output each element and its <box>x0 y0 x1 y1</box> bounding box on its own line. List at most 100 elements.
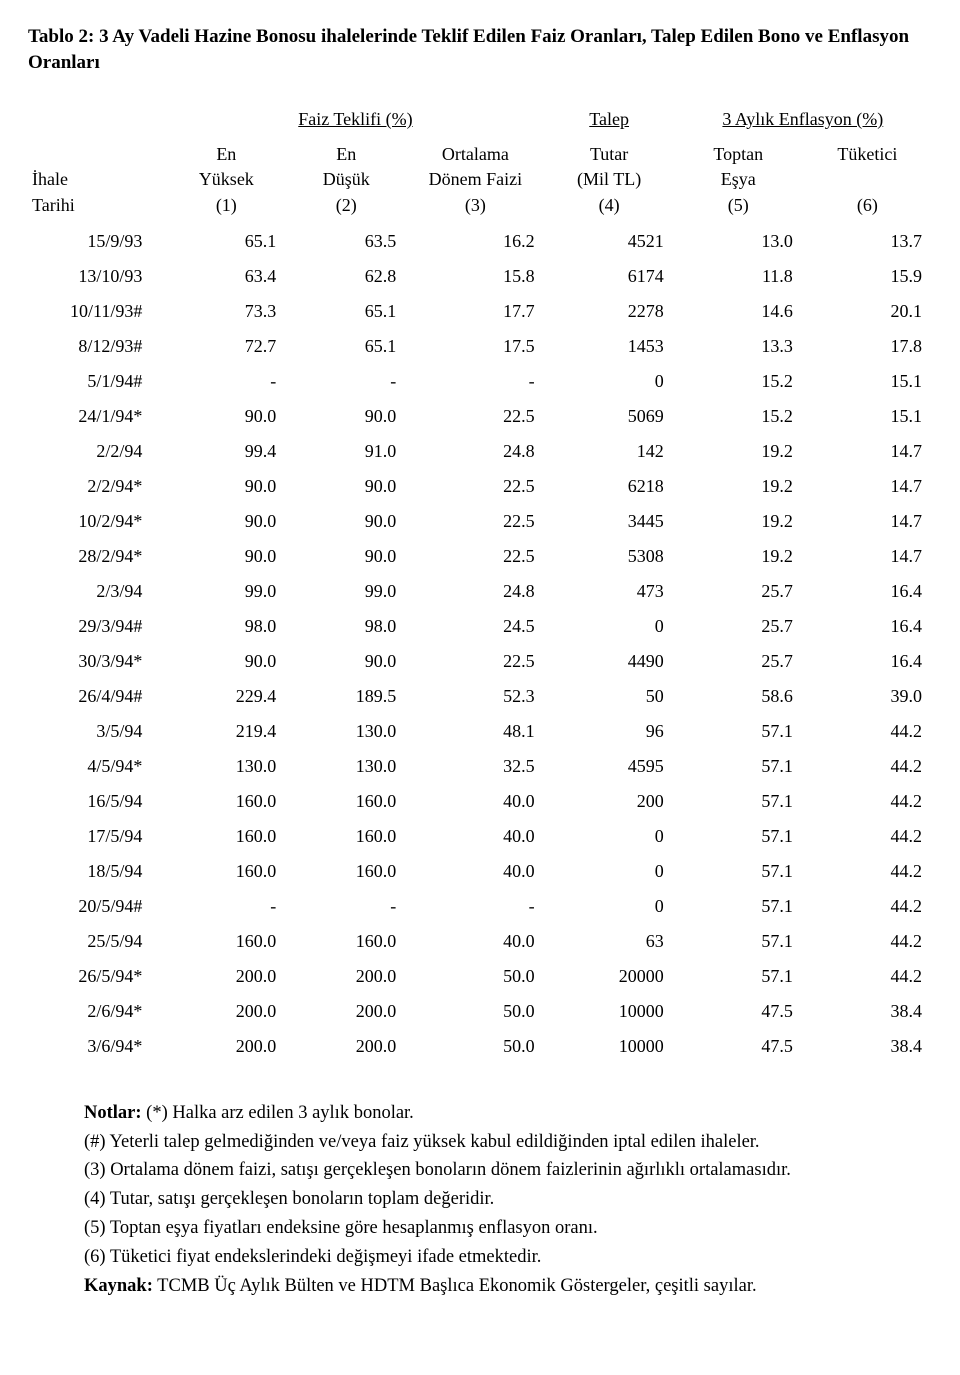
cell-high: 160.0 <box>166 784 286 819</box>
cell-amt: 0 <box>545 889 674 924</box>
cell-wpi: 14.6 <box>674 294 803 329</box>
table-row: 2/2/94*90.090.022.5621819.214.7 <box>28 469 932 504</box>
cell-cpi: 39.0 <box>803 679 932 714</box>
cell-cpi: 44.2 <box>803 749 932 784</box>
cell-avg: 17.7 <box>406 294 544 329</box>
cell-date: 30/3/94* <box>28 644 166 679</box>
cell-date: 18/5/94 <box>28 854 166 889</box>
hdr-yuksek: Yüksek <box>199 169 254 189</box>
cell-low: 160.0 <box>286 924 406 959</box>
hdr-ihale: İhale <box>32 169 68 189</box>
cell-wpi: 13.3 <box>674 329 803 364</box>
cell-amt: 50 <box>545 679 674 714</box>
cell-avg: 48.1 <box>406 714 544 749</box>
table-row: 2/3/9499.099.024.847325.716.4 <box>28 574 932 609</box>
cell-amt: 4490 <box>545 644 674 679</box>
hdr-miltl: (Mil TL) <box>577 169 641 189</box>
note-4: (4) Tutar, satışı gerçekleşen bonoların … <box>84 1186 932 1213</box>
cell-low: 90.0 <box>286 539 406 574</box>
cell-avg: 15.8 <box>406 259 544 294</box>
cell-date: 25/5/94 <box>28 924 166 959</box>
cell-low: 189.5 <box>286 679 406 714</box>
cell-cpi: 44.2 <box>803 784 932 819</box>
table-row: 17/5/94160.0160.040.0057.144.2 <box>28 819 932 854</box>
group-header-talep: Talep <box>589 109 629 129</box>
table-row: 26/5/94*200.0200.050.02000057.144.2 <box>28 959 932 994</box>
cell-cpi: 44.2 <box>803 889 932 924</box>
cell-low: 99.0 <box>286 574 406 609</box>
cell-amt: 2278 <box>545 294 674 329</box>
cell-avg: 40.0 <box>406 819 544 854</box>
cell-date: 28/2/94* <box>28 539 166 574</box>
cell-amt: 473 <box>545 574 674 609</box>
cell-cpi: 14.7 <box>803 434 932 469</box>
cell-avg: 16.2 <box>406 224 544 259</box>
cell-cpi: 44.2 <box>803 924 932 959</box>
cell-low: 200.0 <box>286 959 406 994</box>
group-header-row: Faiz Teklifi (%) Talep 3 Aylık Enflasyon… <box>28 103 932 136</box>
cell-cpi: 44.2 <box>803 854 932 889</box>
table-row: 13/10/9363.462.815.8617411.815.9 <box>28 259 932 294</box>
cell-wpi: 19.2 <box>674 504 803 539</box>
cell-amt: 0 <box>545 364 674 399</box>
hdr-5: (5) <box>728 195 749 215</box>
cell-date: 10/2/94* <box>28 504 166 539</box>
cell-date: 3/6/94* <box>28 1029 166 1064</box>
table-row: 4/5/94*130.0130.032.5459557.144.2 <box>28 749 932 784</box>
hdr-donem: Dönem Faizi <box>429 169 522 189</box>
cell-wpi: 19.2 <box>674 434 803 469</box>
cell-high: 98.0 <box>166 609 286 644</box>
table-row: 10/11/93#73.365.117.7227814.620.1 <box>28 294 932 329</box>
cell-avg: 17.5 <box>406 329 544 364</box>
cell-cpi: 15.9 <box>803 259 932 294</box>
cell-amt: 5069 <box>545 399 674 434</box>
cell-high: 200.0 <box>166 1029 286 1064</box>
cell-cpi: 14.7 <box>803 504 932 539</box>
cell-date: 3/5/94 <box>28 714 166 749</box>
hdr-tutar: Tutar <box>590 144 628 164</box>
cell-high: 65.1 <box>166 224 286 259</box>
cell-cpi: 14.7 <box>803 469 932 504</box>
table-row: 28/2/94*90.090.022.5530819.214.7 <box>28 539 932 574</box>
cell-low: 200.0 <box>286 1029 406 1064</box>
cell-avg: 40.0 <box>406 924 544 959</box>
table-row: 10/2/94*90.090.022.5344519.214.7 <box>28 504 932 539</box>
hdr-en1: En <box>216 144 236 164</box>
cell-wpi: 19.2 <box>674 539 803 574</box>
cell-cpi: 15.1 <box>803 364 932 399</box>
cell-wpi: 57.1 <box>674 819 803 854</box>
cell-wpi: 57.1 <box>674 889 803 924</box>
cell-high: 63.4 <box>166 259 286 294</box>
cell-date: 24/1/94* <box>28 399 166 434</box>
source-text: TCMB Üç Aylık Bülten ve HDTM Başlıca Eko… <box>153 1276 757 1296</box>
cell-wpi: 47.5 <box>674 994 803 1029</box>
cell-cpi: 44.2 <box>803 959 932 994</box>
cell-amt: 3445 <box>545 504 674 539</box>
hdr-esya: Eşya <box>721 169 756 189</box>
cell-low: 62.8 <box>286 259 406 294</box>
cell-high: 73.3 <box>166 294 286 329</box>
notes-block: Notlar: (*) Halka arz edilen 3 aylık bon… <box>28 1100 932 1300</box>
cell-low: 160.0 <box>286 854 406 889</box>
cell-cpi: 16.4 <box>803 644 932 679</box>
cell-cpi: 14.7 <box>803 539 932 574</box>
column-header-row: İhale Tarihi En Yüksek (1) En Düşük (2) … <box>28 136 932 224</box>
cell-date: 29/3/94# <box>28 609 166 644</box>
hdr-4: (4) <box>599 195 620 215</box>
cell-date: 17/5/94 <box>28 819 166 854</box>
table-body: 15/9/9365.163.516.2452113.013.713/10/936… <box>28 224 932 1064</box>
cell-amt: 10000 <box>545 1029 674 1064</box>
table-row: 15/9/9365.163.516.2452113.013.7 <box>28 224 932 259</box>
cell-avg: 50.0 <box>406 994 544 1029</box>
hdr-1: (1) <box>216 195 237 215</box>
cell-cpi: 38.4 <box>803 1029 932 1064</box>
cell-cpi: 44.2 <box>803 714 932 749</box>
cell-amt: 5308 <box>545 539 674 574</box>
cell-avg: 22.5 <box>406 399 544 434</box>
cell-wpi: 25.7 <box>674 609 803 644</box>
cell-cpi: 15.1 <box>803 399 932 434</box>
hdr-toptan: Toptan <box>713 144 763 164</box>
cell-cpi: 17.8 <box>803 329 932 364</box>
cell-amt: 142 <box>545 434 674 469</box>
note-3: (3) Ortalama dönem faizi, satışı gerçekl… <box>84 1157 932 1184</box>
